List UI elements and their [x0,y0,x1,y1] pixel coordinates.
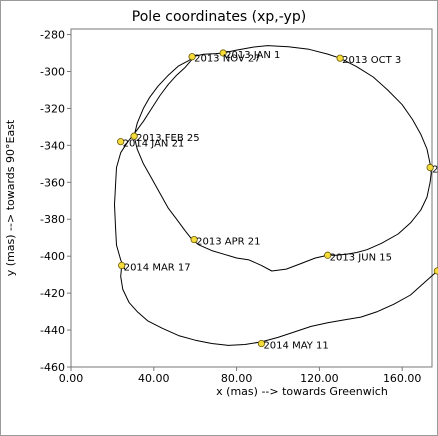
date-label: 2013 APR 21 [196,237,260,248]
plot-area [70,28,433,368]
y-tick-label: -280 [40,29,65,42]
date-marker [117,138,125,146]
x-axis-label: x (mas) --> towards Greenwich [216,385,388,398]
x-axis: 0.00 40.00 80.00 120.00 160.00 [59,367,422,385]
x-tick-label: 40.00 [138,372,170,385]
y-tick-label: -380 [40,213,65,226]
series-layer [114,45,438,346]
y-axis-label: y (mas) --> towards 90°East [4,119,17,276]
date-label: 2014 MAY 11 [263,341,328,352]
points-layer: 2013 JAN 1 2013 FEB 25 2013 APR 21 2013 JUN… [117,49,438,352]
date-label: 2013 NOV 27 [194,54,261,65]
x-tick-label: 80.00 [221,372,253,385]
x-tick-label: 120.00 [300,372,339,385]
date-label: 2014 MAR 17 [124,262,191,273]
date-label: 2013 FEB 25 [136,133,199,144]
y-tick-label: -460 [40,361,65,374]
date-marker [118,261,126,270]
date-marker [426,163,434,172]
date-marker [130,132,138,140]
y-tick-label: -440 [40,324,65,337]
date-marker [219,49,227,57]
date-label: 2014 JAN 21 [123,139,185,150]
date-marker [190,235,198,244]
date-marker [188,53,196,61]
date-marker [336,54,344,62]
y-tick-label: -420 [40,287,65,300]
date-marker [324,251,332,259]
y-tick-label: -400 [40,250,65,263]
y-tick-label: -320 [40,102,65,115]
date-label: 2013 AU [432,165,438,176]
date-label: 2013 OCT 3 [342,55,401,66]
y-tick-label: -300 [40,65,65,78]
x-tick-label: 0.00 [59,372,84,385]
date-label: 2013 JUN 15 [330,252,392,263]
date-marker [257,339,266,348]
chart-title: Pole coordinates (xp,-yp) [132,9,306,25]
y-axis: -280 -300 -320 -340 -360 -380 -400 -420 -440 -460 [40,29,71,374]
date-label: 2013 JAN 1 [225,50,280,61]
y-tick-label: -340 [40,139,65,152]
pole-path-line [114,45,438,346]
y-tick-label: -360 [40,176,65,189]
x-tick-label: 160.00 [383,372,422,385]
date-marker [433,267,438,275]
